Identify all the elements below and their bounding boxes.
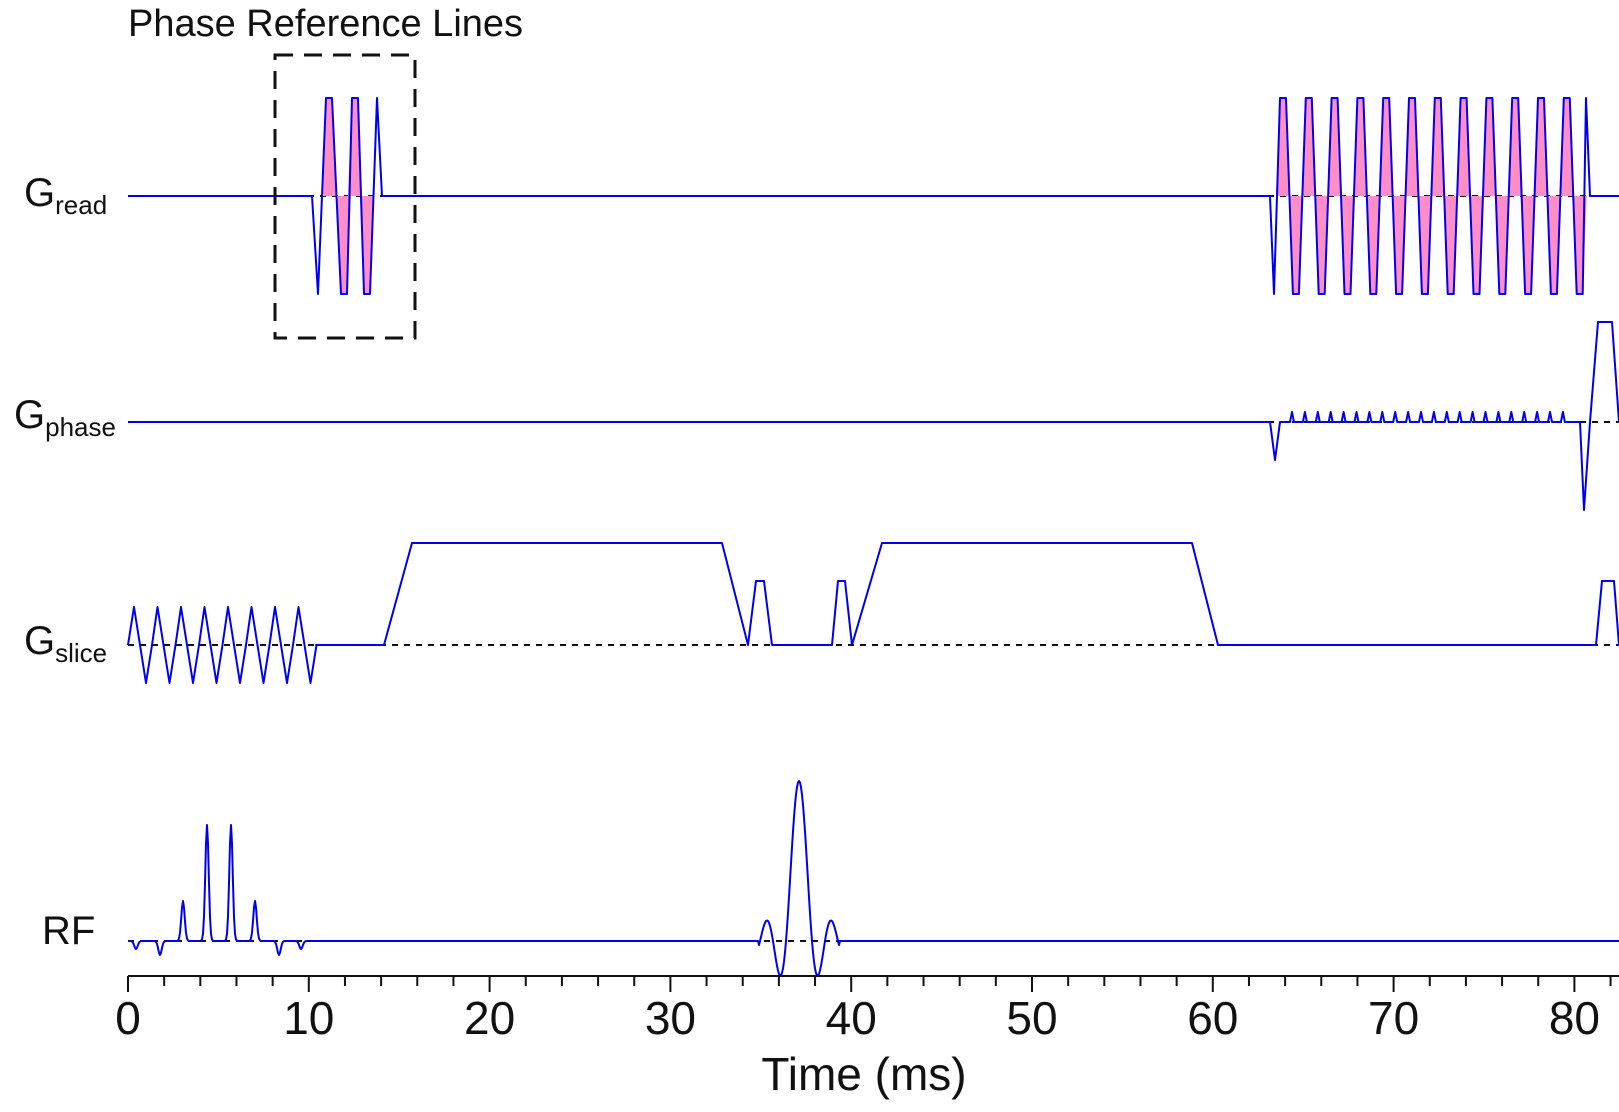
tick-label: 50 [1006,992,1057,1044]
waveform-g-read [128,97,1619,295]
tick-label: 10 [283,992,334,1044]
tick-label: 60 [1187,992,1238,1044]
label-g-phase: Gphase [14,393,116,442]
label-g-read: Gread [24,171,107,220]
time-axis-tick-labels: 0 10 20 30 40 50 60 70 80 [115,992,1600,1044]
label-g-phase-base: G [14,393,45,437]
label-g-slice-sub: slice [55,638,107,668]
tick-label: 20 [464,992,515,1044]
annotation-title: Phase Reference Lines [128,3,523,45]
waveform-rf [128,780,1619,977]
label-g-phase-sub: phase [45,412,116,442]
tick-label: 30 [645,992,696,1044]
phase-reference-box [273,53,417,340]
tick-label: 40 [826,992,877,1044]
label-g-slice-base: G [24,619,55,663]
label-rf: RF [42,909,95,953]
time-axis-ticks [127,976,1612,992]
tick-label: 70 [1368,992,1419,1044]
tick-label: 80 [1549,992,1600,1044]
waveform-g-phase [128,321,1619,511]
tick-label: 0 [115,992,141,1044]
time-axis-label: Time (ms) [761,1048,966,1100]
waveform-g-slice [127,542,1619,684]
label-g-read-base: G [24,171,55,215]
label-g-slice: Gslice [24,619,107,668]
label-g-read-sub: read [55,190,107,220]
